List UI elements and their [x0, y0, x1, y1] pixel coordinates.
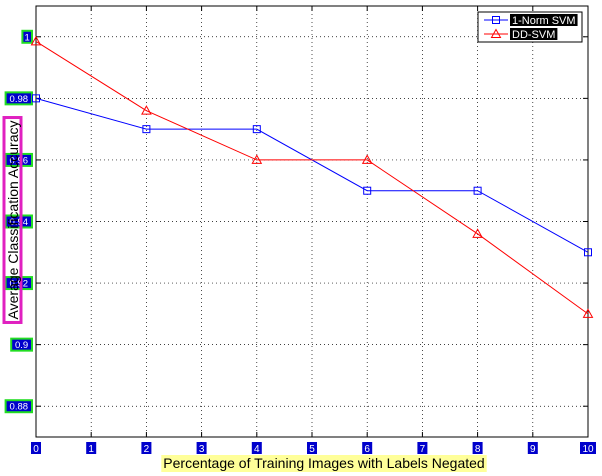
x-tick-label: 2: [144, 444, 150, 455]
legend: 1-Norm SVM DD-SVM: [477, 11, 583, 43]
y-tick-label: 0.96: [10, 155, 29, 166]
data-point-dd-svm: [30, 35, 42, 46]
x-tick-label-highlight: [141, 442, 152, 454]
data-point-dd-svm: [472, 228, 483, 238]
legend-label-highlight: [510, 28, 558, 40]
y-tick-label-highlight: [6, 154, 31, 165]
data-point-1-norm-svm: [584, 248, 592, 257]
x-tick-label-highlight: [417, 442, 428, 454]
legend-marker-square: [492, 16, 500, 24]
y-axis-title-text: Average Classification Accuracy: [5, 121, 21, 320]
x-tick-label-highlight: [362, 442, 373, 454]
data-point-1-norm-svm: [363, 186, 372, 195]
data-point-dd-svm: [361, 154, 373, 164]
x-tick-label: 7: [420, 444, 426, 455]
y-tick-label: 0.92: [10, 279, 29, 290]
x-tick-label-highlight: [527, 442, 538, 454]
x-axis-title-text: Percentage of Training Images with Label…: [163, 455, 484, 471]
data-point-1-norm-svm: [473, 186, 482, 195]
series-line-1-norm-svm: [35, 97, 589, 253]
series-layer: [30, 35, 594, 318]
y-axis-title-highlight: [2, 116, 23, 324]
data-point-1-norm-svm: [252, 125, 261, 134]
legend-label-highlight: [510, 14, 578, 26]
y-tick-label: 0.88: [10, 402, 29, 413]
data-point-1-norm-svm: [142, 125, 151, 134]
y-axis-title: Average Classification Accuracy: [2, 116, 23, 324]
legend-label-1-norm-svm: 1-Norm SVM: [512, 15, 576, 27]
x-axis: 0 1 2 3 4 5 6 7 8 9 10: [31, 6, 596, 455]
data-point-1-norm-svm: [32, 94, 40, 103]
x-tick-label-highlight: [31, 442, 41, 454]
y-tick-label: 0.9: [15, 340, 28, 351]
x-tick-label-highlight: [251, 442, 262, 454]
x-tick-label-highlight: [472, 442, 483, 454]
x-tick-label: 0: [33, 444, 39, 455]
grid: [35, 6, 589, 437]
y-tick-label: 0.94: [10, 217, 29, 228]
data-point-dd-svm: [141, 105, 152, 115]
x-tick-label: 3: [199, 444, 205, 455]
x-tick-label: 10: [582, 444, 594, 455]
y-tick-label-highlight: [6, 93, 31, 104]
x-axis-title-highlight: [161, 455, 487, 472]
y-tick-label-highlight: [6, 401, 31, 412]
y-tick-label: 1: [25, 32, 30, 43]
x-tick-label: 9: [530, 444, 536, 455]
y-tick-label-highlight: [23, 31, 31, 42]
y-tick-label: 0.98: [10, 94, 29, 105]
x-tick-label: 1: [88, 444, 94, 455]
x-axis-title: Percentage of Training Images with Label…: [161, 455, 487, 472]
series-line-dd-svm: [35, 40, 589, 315]
y-axis: 0.88 0.9 0.92 0.94 0.96 0.98 1: [4, 29, 588, 414]
data-point-dd-svm: [251, 154, 263, 164]
x-tick-label-highlight: [580, 442, 596, 454]
data-point-dd-svm: [582, 308, 594, 318]
x-tick-label: 5: [309, 444, 315, 455]
x-tick-label-highlight: [86, 442, 97, 454]
y-tick-label-highlight: [12, 339, 31, 350]
y-tick-label-highlight: [6, 278, 31, 289]
x-tick-label: 6: [364, 444, 370, 455]
legend-marker-triangle: [490, 28, 502, 38]
x-tick-label: 4: [254, 444, 260, 455]
x-tick-label: 8: [475, 444, 481, 455]
legend-label-dd-svm: DD-SVM: [512, 29, 555, 41]
x-tick-label-highlight: [307, 442, 317, 454]
y-tick-label-highlight: [6, 216, 31, 227]
x-tick-label-highlight: [196, 442, 207, 454]
